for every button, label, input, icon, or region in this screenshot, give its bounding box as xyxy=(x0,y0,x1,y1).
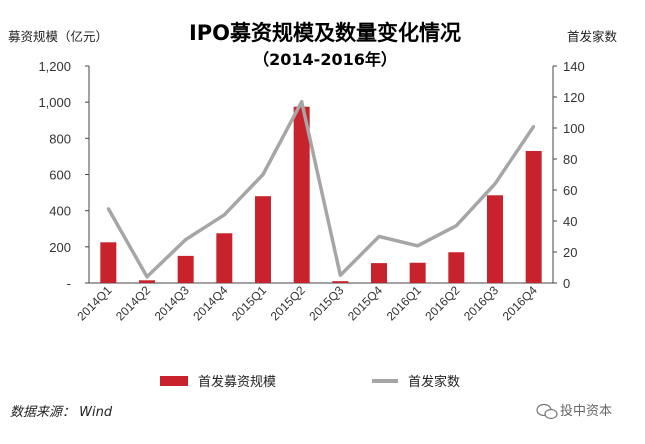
bar-2016Q3 xyxy=(487,195,503,283)
bar-2014Q4 xyxy=(216,233,233,283)
category-label-2015Q3: 2015Q3 xyxy=(306,283,346,323)
wechat-icon xyxy=(536,403,558,420)
category-label-2016Q2: 2016Q2 xyxy=(422,283,462,323)
right-tick-label: 100 xyxy=(563,121,585,136)
bar-2015Q4 xyxy=(371,263,387,283)
left-axis-ticks: - 200 400 600 800 1,000 1,200 xyxy=(38,59,89,291)
line-point-2014Q3 xyxy=(184,238,188,242)
left-tick-label: 1,000 xyxy=(38,95,71,110)
right-axis-ticks: 0 20 40 60 80 100 120 140 xyxy=(553,59,585,291)
category-label-2014Q2: 2014Q2 xyxy=(113,283,153,323)
bar-2015Q3 xyxy=(332,281,349,283)
bar-2016Q2 xyxy=(448,252,465,283)
right-tick-label: 0 xyxy=(563,276,570,291)
bar-2016Q4 xyxy=(525,150,542,283)
right-tick-label: 120 xyxy=(563,90,585,105)
line-point-2015Q2 xyxy=(300,100,304,104)
watermark-text: 投中资本 xyxy=(560,403,612,419)
bar-2015Q1 xyxy=(255,196,271,283)
chart-subtitle: （2014-2016年） xyxy=(253,50,397,69)
category-label-2016Q4: 2016Q4 xyxy=(500,283,540,323)
left-tick-label: 800 xyxy=(49,131,71,146)
left-tick-label: 400 xyxy=(49,204,71,219)
line-point-2016Q2 xyxy=(454,224,458,228)
ipo-count-line xyxy=(106,99,536,279)
chart-title: IPO募资规模及数量变化情况 xyxy=(189,21,461,45)
bar-2014Q3 xyxy=(177,255,194,283)
category-label-2016Q3: 2016Q3 xyxy=(461,283,501,323)
category-label-2015Q4: 2015Q4 xyxy=(345,283,385,323)
right-tick-label: 40 xyxy=(563,214,577,229)
right-tick-label: 20 xyxy=(563,245,577,260)
legend-bar-label: 首发募资规模 xyxy=(198,374,276,390)
category-label-2014Q1: 2014Q1 xyxy=(74,283,114,323)
category-label-2015Q2: 2015Q2 xyxy=(268,283,308,323)
line-point-2014Q1 xyxy=(106,207,110,211)
legend: 首发募资规模 首发家数 xyxy=(160,374,460,390)
line-point-2016Q1 xyxy=(416,244,420,248)
watermark: 投中资本 xyxy=(536,403,612,420)
category-label-2016Q1: 2016Q1 xyxy=(384,283,424,323)
source-note: 数据来源： Wind xyxy=(10,405,113,420)
left-tick-label: 1,200 xyxy=(38,59,71,74)
legend-line-label: 首发家数 xyxy=(408,374,460,390)
bar-2016Q1 xyxy=(409,262,426,283)
line-point-2014Q2 xyxy=(145,275,149,279)
category-label-2014Q3: 2014Q3 xyxy=(152,283,192,323)
category-labels: 2014Q12014Q22014Q32014Q42015Q12015Q22015… xyxy=(74,283,540,323)
left-tick-label: 600 xyxy=(49,168,71,183)
right-tick-label: 140 xyxy=(563,59,585,74)
line-point-2015Q3 xyxy=(338,273,342,277)
bar-2014Q2 xyxy=(139,280,155,283)
line-point-2016Q3 xyxy=(493,182,497,186)
line-point-2015Q4 xyxy=(377,235,381,238)
left-tick-label: 200 xyxy=(49,240,71,255)
line-series xyxy=(106,99,536,279)
right-axis-title: 首发家数 xyxy=(567,29,618,44)
line-point-2014Q4 xyxy=(222,213,226,217)
bar-2015Q2 xyxy=(293,106,310,283)
right-tick-label: 80 xyxy=(563,152,577,167)
line-point-2016Q4 xyxy=(532,124,536,128)
right-tick-label: 60 xyxy=(563,183,577,198)
left-tick-label: - xyxy=(67,276,71,291)
legend-bar-swatch xyxy=(160,376,188,386)
left-axis-title: 募资规模（亿元） xyxy=(8,29,108,44)
bar-2014Q1 xyxy=(100,242,117,283)
category-label-2014Q4: 2014Q4 xyxy=(190,283,230,323)
bar-series xyxy=(100,106,542,283)
line-point-2015Q1 xyxy=(261,173,265,176)
category-label-2015Q1: 2015Q1 xyxy=(229,283,269,323)
